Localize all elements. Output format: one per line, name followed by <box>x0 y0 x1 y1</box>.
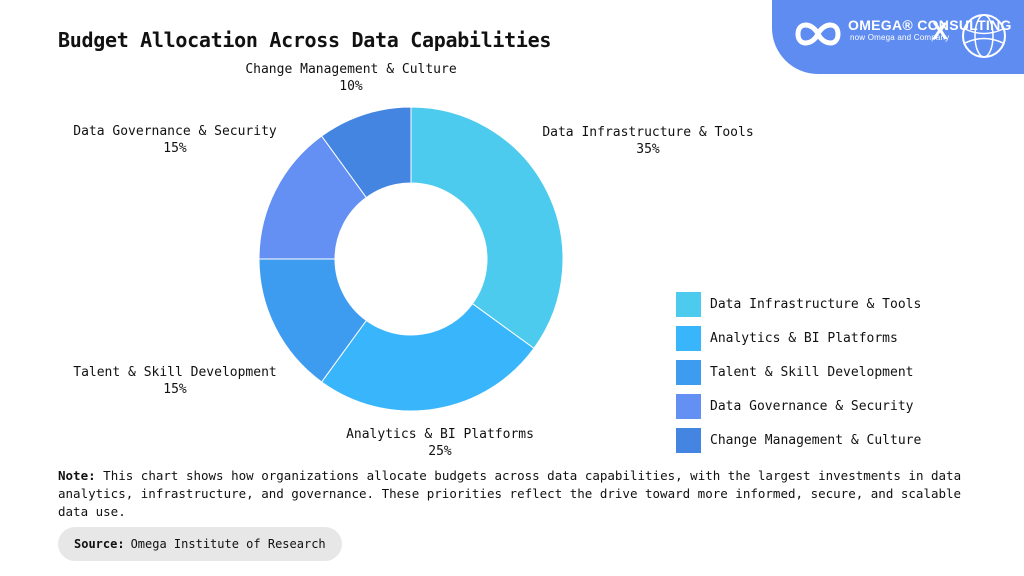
legend-label: Data Governance & Security <box>710 398 914 414</box>
donut-slice <box>320 302 535 412</box>
donut-slice <box>320 106 412 199</box>
donut-slices <box>258 106 564 412</box>
slice-value-label: 15% <box>163 141 187 156</box>
legend-item: Change Management & Culture <box>676 423 921 457</box>
slice-category-label: Change Management & Culture <box>245 62 456 77</box>
slice-value-label: 15% <box>163 382 187 397</box>
legend-label: Talent & Skill Development <box>710 364 914 380</box>
globe-logo-icon <box>962 14 1006 58</box>
note-text: This chart shows how organizations alloc… <box>58 468 962 519</box>
legend-item: Analytics & BI Platforms <box>676 321 921 355</box>
infinity-logo-icon <box>795 22 841 46</box>
slice-value-label: 10% <box>339 79 363 94</box>
source-label: Source: <box>74 537 125 551</box>
legend-swatch <box>676 427 701 453</box>
brand-banner: OMEGA® CONSULTING now Omega and Company … <box>772 0 1024 74</box>
brand-tagline: now Omega and Company <box>850 33 950 42</box>
donut-slice-labels: Data Infrastructure & Tools 35% Analytics … <box>73 62 753 459</box>
chart-title: Budget Allocation Across Data Capabiliti… <box>58 28 552 52</box>
source-text: Omega Institute of Research <box>130 537 326 551</box>
donut-chart: Data Infrastructure & Tools 35% Analytics … <box>73 62 753 459</box>
legend-label: Analytics & BI Platforms <box>710 330 898 346</box>
legend-item: Data Infrastructure & Tools <box>676 287 921 321</box>
slice-category-label: Data Governance & Security <box>73 124 277 139</box>
slice-category-label: Data Infrastructure & Tools <box>542 125 753 140</box>
legend-label: Change Management & Culture <box>710 432 922 448</box>
slice-category-label: Analytics & BI Platforms <box>346 427 534 442</box>
legend-swatch <box>676 325 701 351</box>
note-label: Note: <box>58 468 96 483</box>
legend-swatch <box>676 393 701 419</box>
legend-item: Talent & Skill Development <box>676 355 921 389</box>
slice-value-label: 35% <box>636 142 660 157</box>
chart-legend: Data Infrastructure & Tools Analytics & … <box>676 287 921 457</box>
legend-item: Data Governance & Security <box>676 389 921 423</box>
brand-separator: X <box>932 18 949 45</box>
legend-swatch <box>676 291 701 317</box>
source-badge: Source: Omega Institute of Research <box>58 527 342 561</box>
slice-value-label: 25% <box>428 444 452 459</box>
legend-swatch <box>676 359 701 385</box>
legend-label: Data Infrastructure & Tools <box>710 296 922 312</box>
chart-note: Note: This chart shows how organizations… <box>58 467 968 521</box>
donut-slice <box>410 106 564 350</box>
slice-category-label: Talent & Skill Development <box>73 365 277 380</box>
